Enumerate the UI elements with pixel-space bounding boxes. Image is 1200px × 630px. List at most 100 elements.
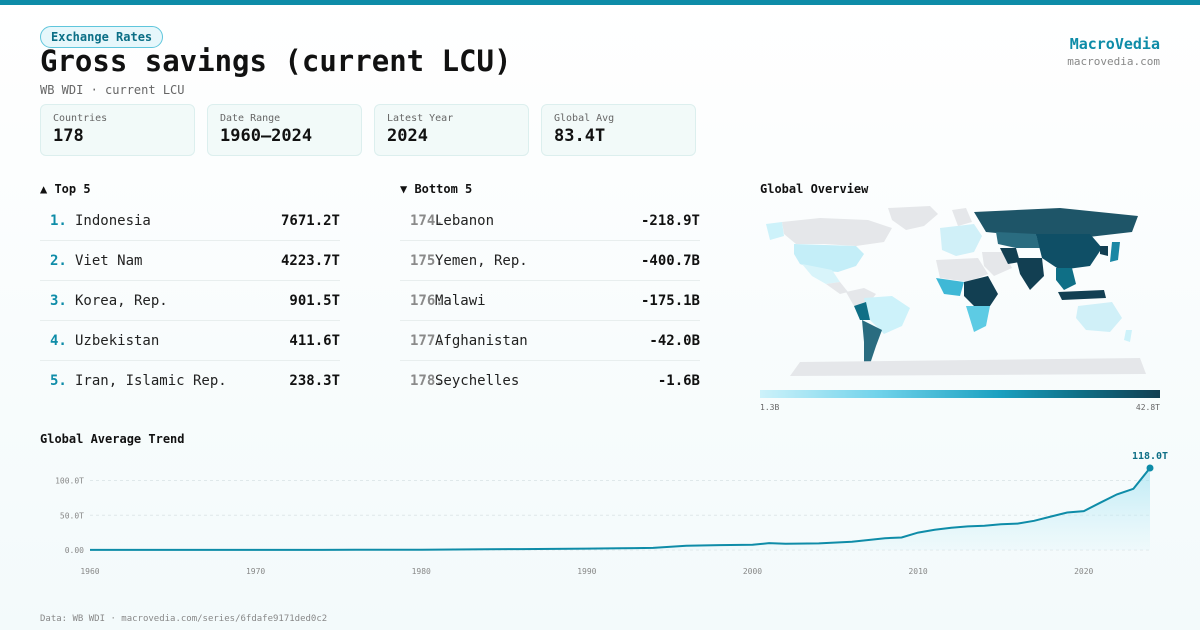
rank-number: 174. (410, 212, 444, 229)
stat-label: Countries (53, 113, 108, 124)
rank-number: 175. (410, 252, 444, 269)
bottom5-list: 174. Lebanon -218.9T 175. Yemen, Rep. -4… (400, 201, 700, 401)
country-value: -1.6B (657, 373, 700, 389)
map-region-new-zealand[interactable] (1124, 330, 1132, 342)
map-region-greenland[interactable] (888, 206, 938, 230)
stat-label: Global Avg (554, 113, 615, 124)
map-region-central-africa[interactable] (964, 276, 998, 306)
map-region-antarctica[interactable] (790, 358, 1146, 376)
trend-heading: Global Average Trend (40, 432, 185, 446)
list-item[interactable]: 1. Indonesia 7671.2T (40, 201, 340, 241)
country-name: Yemen, Rep. (435, 252, 528, 269)
stat-card-global-avg: Global Avg 83.4T (541, 104, 696, 156)
country-value: 238.3T (289, 373, 340, 389)
country-name: Korea, Rep. (75, 292, 168, 309)
map-region-india[interactable] (1016, 258, 1044, 290)
stat-label: Date Range (220, 113, 281, 124)
rank-number: 3. (50, 292, 67, 309)
rank-number: 2. (50, 252, 67, 269)
rank-number: 5. (50, 373, 67, 389)
rank-number: 4. (50, 332, 67, 349)
top5-heading: ▲ Top 5 (40, 182, 91, 196)
list-item[interactable]: 2. Viet Nam 4223.7T (40, 241, 340, 281)
global-average-trend-chart[interactable]: 0.00 50.0T 100.0T 1960 1970 1980 1990 2000 2010… (40, 450, 1180, 580)
country-name: Seychelles (435, 373, 520, 389)
bottom5-heading: ▼ Bottom 5 (400, 182, 473, 196)
country-name: Malawi (435, 292, 486, 309)
x-tick-label: 1960 (80, 567, 99, 576)
map-region-scandinavia[interactable] (952, 208, 972, 226)
list-item[interactable]: 4. Uzbekistan 411.6T (40, 321, 340, 361)
map-region-north-africa[interactable] (936, 258, 988, 282)
map-region-usa[interactable] (794, 244, 864, 272)
country-value: 411.6T (289, 332, 340, 349)
stat-value: 1960–2024 (220, 126, 313, 146)
country-value: -42.0B (649, 332, 700, 349)
map-region-southeast-asia[interactable] (1056, 268, 1076, 290)
map-region-mexico[interactable] (802, 264, 840, 284)
brand-url[interactable]: macrovedia.com (1067, 55, 1160, 68)
top5-list: 1. Indonesia 7671.2T 2. Viet Nam 4223.7T… (40, 201, 340, 401)
map-region-russia[interactable] (974, 208, 1138, 238)
rank-number: 178. (410, 373, 444, 389)
map-region-korea[interactable] (1100, 246, 1108, 256)
map-region-iran[interactable] (1000, 248, 1020, 264)
legend-max-label: 42.8T (1135, 403, 1160, 412)
country-name: Iran, Islamic Rep. (75, 373, 227, 389)
country-name: Indonesia (75, 212, 151, 229)
trend-area-fill (90, 468, 1150, 550)
trend-end-point[interactable] (1146, 464, 1154, 472)
list-item[interactable]: 175. Yemen, Rep. -400.7B (400, 241, 700, 281)
map-region-indonesia[interactable] (1058, 290, 1106, 300)
stat-value: 2024 (387, 126, 428, 146)
list-item[interactable]: 174. Lebanon -218.9T (400, 201, 700, 241)
list-item[interactable]: 176. Malawi -175.1B (400, 281, 700, 321)
rank-number: 176. (410, 292, 444, 309)
source-footer: Data: WB WDI · macrovedia.com/series/6fd… (40, 614, 328, 624)
world-choropleth-map[interactable] (760, 202, 1160, 382)
brand-name[interactable]: MacroVedia (1069, 35, 1160, 53)
map-region-brazil[interactable] (864, 296, 910, 334)
list-item[interactable]: 177. Afghanistan -42.0B (400, 321, 700, 361)
stat-value: 178 (53, 126, 84, 146)
map-legend-scale (760, 390, 1160, 398)
country-value: -218.9T (640, 212, 700, 229)
country-value: -400.7B (640, 252, 700, 269)
map-region-middle-east[interactable] (982, 252, 1012, 276)
x-tick-label: 2000 (743, 567, 762, 576)
map-region-australia[interactable] (1076, 302, 1122, 332)
list-item[interactable]: 3. Korea, Rep. 901.5T (40, 281, 340, 321)
list-item[interactable]: 178. Seychelles -1.6B (400, 361, 700, 401)
map-region-europe[interactable] (940, 224, 982, 256)
x-tick-label: 2010 (908, 567, 927, 576)
map-heading: Global Overview (760, 182, 869, 196)
y-tick-label: 50.0T (60, 511, 84, 520)
map-region-japan[interactable] (1110, 242, 1120, 262)
x-tick-label: 1980 (412, 567, 431, 576)
map-region-central-america[interactable] (826, 282, 848, 294)
map-region-peru[interactable] (854, 302, 870, 320)
stat-card-latest-year: Latest Year 2024 (374, 104, 529, 156)
country-name: Viet Nam (75, 252, 143, 269)
country-name: Afghanistan (435, 332, 528, 349)
x-tick-label: 1990 (577, 567, 596, 576)
stat-value: 83.4T (554, 126, 606, 146)
x-tick-label: 2020 (1074, 567, 1093, 576)
map-region-argentina[interactable] (862, 320, 882, 368)
map-region-central-asia[interactable] (996, 232, 1040, 248)
rank-number: 1. (50, 212, 67, 229)
map-region-canada[interactable] (782, 218, 892, 246)
map-region-alaska[interactable] (766, 222, 784, 240)
stat-card-countries: Countries 178 (40, 104, 195, 156)
map-region-china[interactable] (1036, 234, 1102, 270)
rank-number: 177. (410, 332, 444, 349)
category-tag[interactable]: Exchange Rates (40, 26, 164, 48)
y-tick-label: 0.00 (65, 546, 84, 555)
map-region-west-africa[interactable] (936, 278, 964, 296)
map-region-southern-africa[interactable] (966, 306, 990, 332)
page-subtitle: WB WDI · current LCU (40, 83, 185, 97)
list-item[interactable]: 5. Iran, Islamic Rep. 238.3T (40, 361, 340, 401)
stat-card-date-range: Date Range 1960–2024 (207, 104, 362, 156)
country-value: 7671.2T (280, 212, 340, 229)
x-tick-label: 1970 (246, 567, 265, 576)
